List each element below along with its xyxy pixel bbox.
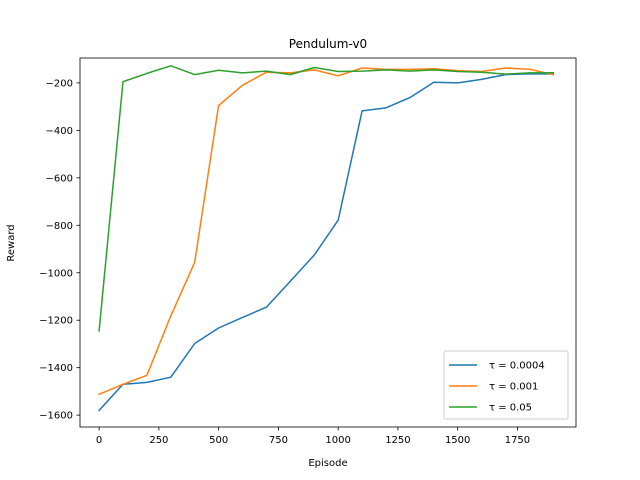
series-lines [98,65,555,412]
x-tick-label: 500 [209,435,228,446]
x-tick-label: 1750 [505,435,530,446]
x-tick-label: 1000 [325,435,350,446]
legend-label-2: τ = 0.05 [489,403,532,414]
legend: τ = 0.0004 τ = 0.001 τ = 0.05 [443,350,569,420]
plot-area [79,57,577,428]
x-tick-label: 1250 [385,435,410,446]
x-tick-label: 250 [149,435,168,446]
y-tick-label: −1600 [39,411,73,422]
legend-label-0: τ = 0.0004 [489,361,545,372]
x-axis-label: Episode [308,458,347,469]
x-tick-label: 750 [269,435,288,446]
y-tick-label: −200 [46,78,73,89]
x-tick-label: 1500 [445,435,470,446]
axis-ticks: 0 250 500 750 1000 1250 1500 1750 −1600 −1400 −120… [39,78,530,446]
y-axis-label: Reward [6,224,17,261]
y-tick-label: −1200 [39,316,73,327]
y-tick-label: −400 [46,126,73,137]
series-line-0 [98,73,555,412]
x-tick-label: 0 [96,435,102,446]
legend-box [443,350,569,420]
y-tick-label: −1400 [39,363,73,374]
series-line-2 [98,65,555,332]
y-tick-label: −800 [46,221,73,232]
legend-label-1: τ = 0.001 [489,382,538,393]
y-tick-label: −600 [46,173,73,184]
chart-title: Pendulum-v0 [289,37,367,51]
y-tick-label: −1000 [39,268,73,279]
plot-frame [79,57,577,428]
